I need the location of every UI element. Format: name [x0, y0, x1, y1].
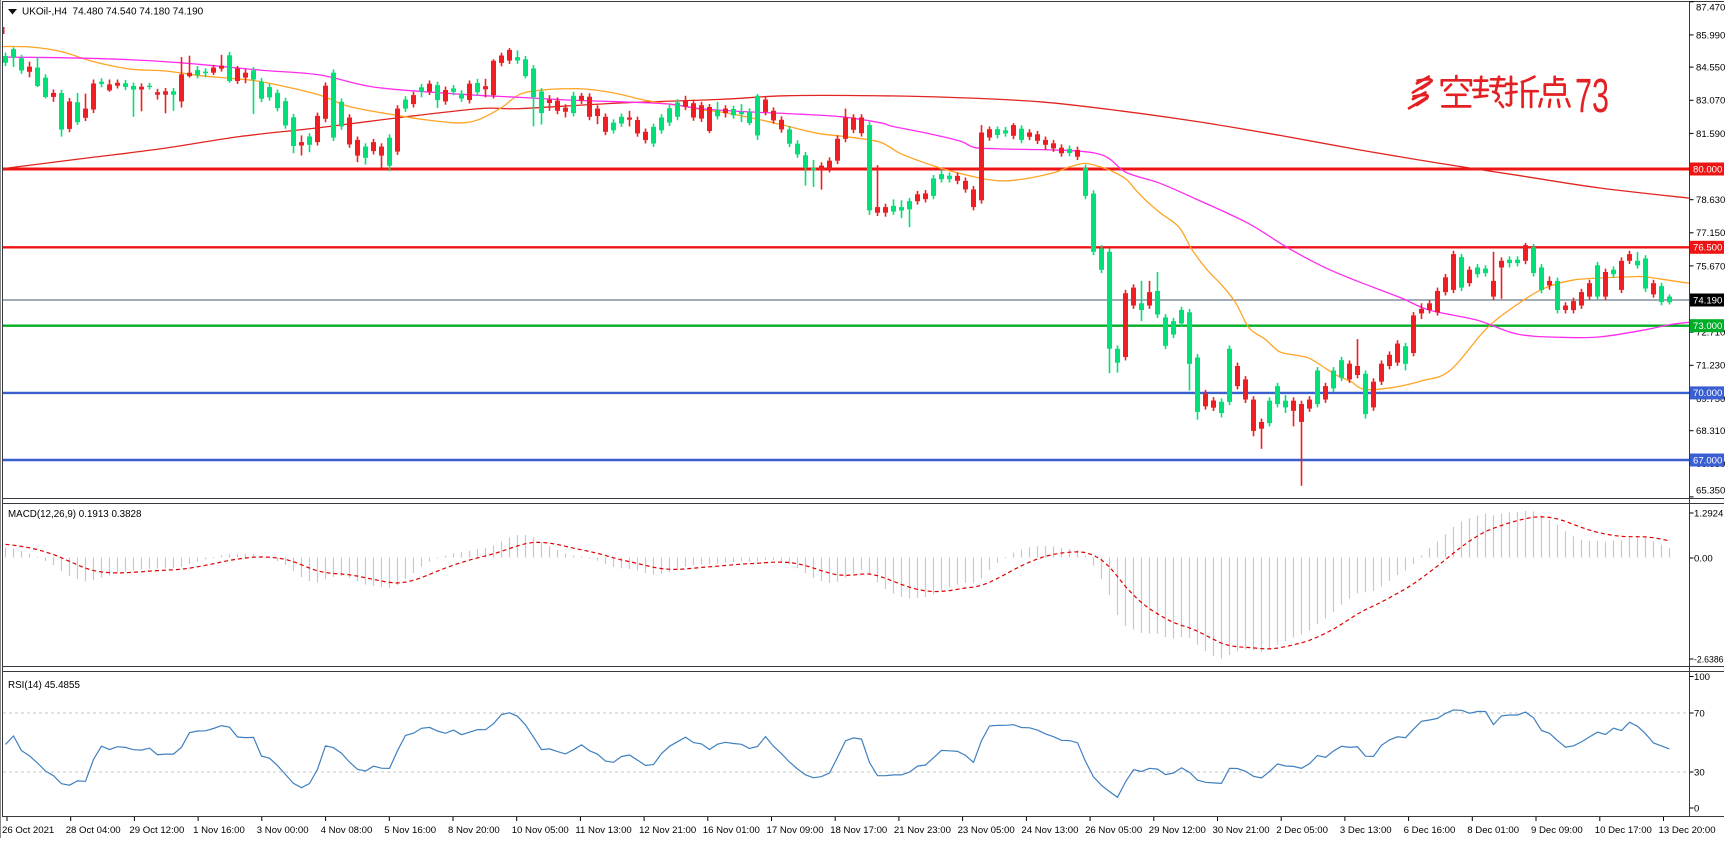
svg-text:80.000: 80.000 [1693, 164, 1722, 175]
svg-text:65.350: 65.350 [1696, 485, 1725, 496]
svg-text:MACD(12,26,9) 0.1913 0.3828: MACD(12,26,9) 0.1913 0.3828 [8, 509, 142, 520]
svg-text:6 Dec 16:00: 6 Dec 16:00 [1404, 825, 1456, 836]
svg-text:74.190: 74.190 [1693, 295, 1722, 306]
svg-text:RSI(14) 45.4855: RSI(14) 45.4855 [8, 680, 80, 691]
svg-text:-2.6386: -2.6386 [1694, 654, 1724, 665]
svg-text:26 Nov 05:00: 26 Nov 05:00 [1085, 825, 1142, 836]
svg-text:UKOil-,H4 74.480 74.540 74.18: UKOil-,H4 74.480 74.540 74.180 74.190 [22, 7, 204, 18]
svg-text:83.070: 83.070 [1696, 96, 1725, 107]
svg-text:70.000: 70.000 [1693, 388, 1722, 399]
svg-text:23 Nov 05:00: 23 Nov 05:00 [958, 825, 1015, 836]
svg-text:10 Nov 05:00: 10 Nov 05:00 [512, 825, 569, 836]
svg-text:81.590: 81.590 [1696, 129, 1725, 140]
svg-text:77.150: 77.150 [1696, 228, 1725, 239]
svg-text:21 Nov 23:00: 21 Nov 23:00 [894, 825, 951, 836]
svg-text:17 Nov 09:00: 17 Nov 09:00 [767, 825, 824, 836]
svg-text:0.00: 0.00 [1694, 553, 1713, 564]
svg-text:73.000: 73.000 [1693, 321, 1722, 332]
svg-text:3 Dec 13:00: 3 Dec 13:00 [1340, 825, 1392, 836]
svg-text:70: 70 [1694, 708, 1705, 719]
svg-text:87.470: 87.470 [1696, 2, 1725, 13]
svg-text:67.000: 67.000 [1693, 455, 1722, 466]
svg-text:76.500: 76.500 [1693, 243, 1722, 254]
svg-text:29 Nov 12:00: 29 Nov 12:00 [1149, 825, 1206, 836]
svg-text:5 Nov 16:00: 5 Nov 16:00 [384, 825, 436, 836]
svg-text:13 Dec 20:00: 13 Dec 20:00 [1659, 825, 1716, 836]
svg-text:16 Nov 01:00: 16 Nov 01:00 [703, 825, 760, 836]
svg-text:11 Nov 13:00: 11 Nov 13:00 [575, 825, 631, 836]
svg-text:28 Oct 04:00: 28 Oct 04:00 [66, 825, 121, 836]
svg-text:72.710: 72.710 [1696, 328, 1725, 339]
svg-text:75.670: 75.670 [1696, 261, 1725, 272]
svg-text:100: 100 [1694, 672, 1710, 683]
svg-text:18 Nov 17:00: 18 Nov 17:00 [830, 825, 887, 836]
svg-text:24 Nov 13:00: 24 Nov 13:00 [1021, 825, 1078, 836]
svg-text:71.230: 71.230 [1696, 361, 1725, 372]
svg-text:4 Nov 08:00: 4 Nov 08:00 [321, 825, 373, 836]
svg-text:2 Dec 05:00: 2 Dec 05:00 [1276, 825, 1328, 836]
svg-text:9 Dec 09:00: 9 Dec 09:00 [1531, 825, 1583, 836]
svg-text:8 Nov 20:00: 8 Nov 20:00 [448, 825, 500, 836]
svg-text:30 Nov 21:00: 30 Nov 21:00 [1213, 825, 1270, 836]
svg-text:0: 0 [1694, 803, 1699, 814]
svg-text:26 Oct 2021: 26 Oct 2021 [2, 825, 54, 836]
svg-text:12 Nov 21:00: 12 Nov 21:00 [639, 825, 696, 836]
svg-text:8 Dec 01:00: 8 Dec 01:00 [1467, 825, 1519, 836]
svg-text:29 Oct 12:00: 29 Oct 12:00 [129, 825, 184, 836]
svg-text:1 Nov 16:00: 1 Nov 16:00 [193, 825, 245, 836]
svg-text:3 Nov 00:00: 3 Nov 00:00 [257, 825, 309, 836]
svg-text:10 Dec 17:00: 10 Dec 17:00 [1595, 825, 1652, 836]
svg-text:84.550: 84.550 [1696, 63, 1725, 74]
svg-text:30: 30 [1694, 767, 1705, 778]
svg-text:68.310: 68.310 [1696, 426, 1725, 437]
svg-text:85.990: 85.990 [1696, 30, 1725, 41]
svg-text:1.2924: 1.2924 [1694, 508, 1724, 519]
svg-text:78.630: 78.630 [1696, 195, 1725, 206]
svg-text:73: 73 [1575, 70, 1609, 123]
